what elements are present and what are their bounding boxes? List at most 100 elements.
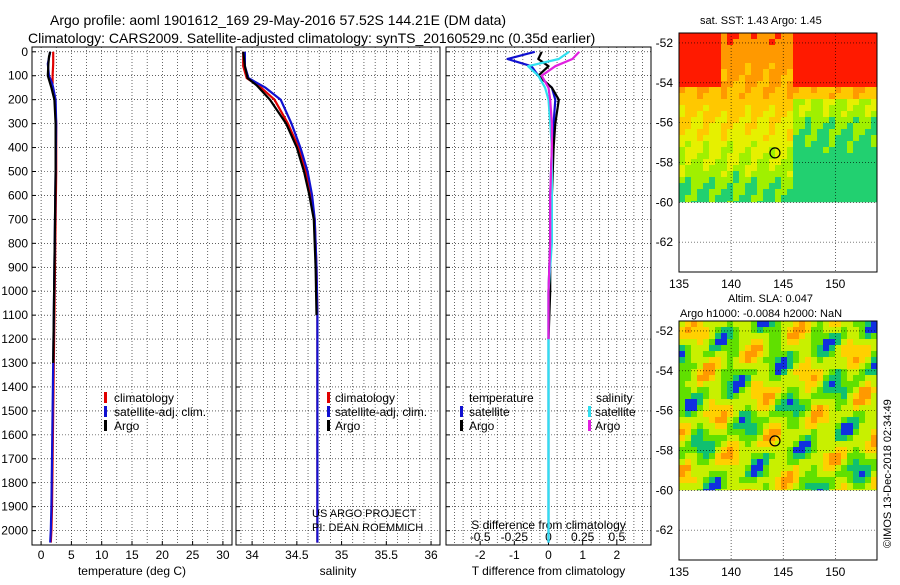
map-cell bbox=[775, 489, 781, 491]
map-cell bbox=[823, 423, 829, 429]
map-cell bbox=[787, 399, 793, 405]
map-cell bbox=[679, 171, 685, 177]
map-cell bbox=[853, 45, 859, 51]
map-cell bbox=[781, 357, 787, 363]
map-cell bbox=[715, 117, 721, 123]
map-cell bbox=[781, 375, 787, 381]
map-cell bbox=[865, 147, 871, 153]
map-cell bbox=[805, 69, 811, 75]
map-cell bbox=[745, 111, 751, 117]
map-cell bbox=[871, 171, 877, 177]
map-cell bbox=[787, 423, 793, 429]
map-cell bbox=[805, 51, 811, 57]
map-cell bbox=[853, 423, 859, 429]
map-cell bbox=[817, 165, 823, 171]
map-cell bbox=[859, 471, 865, 477]
map-cell bbox=[703, 477, 709, 483]
map-cell bbox=[793, 459, 799, 465]
map-cell bbox=[793, 387, 799, 393]
map-cell bbox=[811, 159, 817, 165]
map-cell bbox=[865, 429, 871, 435]
map-cell bbox=[781, 483, 787, 489]
map-cell bbox=[853, 201, 859, 203]
map-cell bbox=[865, 117, 871, 123]
map-cell bbox=[847, 489, 853, 491]
map-cell bbox=[739, 165, 745, 171]
map-cell bbox=[709, 123, 715, 129]
map-cell bbox=[787, 363, 793, 369]
map-cell bbox=[811, 117, 817, 123]
map-cell bbox=[697, 387, 703, 393]
map-cell bbox=[835, 117, 841, 123]
map-cell bbox=[781, 147, 787, 153]
map-cell bbox=[865, 183, 871, 189]
map-cell bbox=[703, 327, 709, 333]
y-tick-label: 1100 bbox=[2, 308, 28, 322]
map-cell bbox=[751, 339, 757, 345]
diff-legend-sargo: Argo bbox=[595, 419, 621, 433]
map-cell bbox=[751, 375, 757, 381]
map-cell bbox=[829, 381, 835, 387]
map-cell bbox=[727, 321, 733, 327]
map-cell bbox=[691, 57, 697, 63]
map-cell bbox=[865, 171, 871, 177]
map-cell bbox=[727, 369, 733, 375]
map-cell bbox=[787, 465, 793, 471]
map-cell bbox=[769, 201, 775, 203]
map-cell bbox=[817, 33, 823, 39]
map-cell bbox=[829, 489, 835, 491]
map-cell bbox=[697, 153, 703, 159]
map-cell bbox=[781, 111, 787, 117]
map-cell bbox=[703, 165, 709, 171]
map-cell bbox=[841, 363, 847, 369]
map-cell bbox=[823, 393, 829, 399]
map-cell bbox=[859, 201, 865, 203]
map-cell bbox=[793, 135, 799, 141]
map-cell bbox=[733, 411, 739, 417]
map-cell bbox=[691, 369, 697, 375]
map-cell bbox=[715, 333, 721, 339]
map-cell bbox=[721, 111, 727, 117]
map-cell bbox=[853, 465, 859, 471]
map-cell bbox=[679, 87, 685, 93]
map-cell bbox=[763, 429, 769, 435]
map-cell bbox=[781, 465, 787, 471]
credit-project: US ARGO PROJECT bbox=[312, 508, 417, 520]
map-cell bbox=[805, 57, 811, 63]
map-cell bbox=[763, 381, 769, 387]
map-cell bbox=[679, 483, 685, 489]
x-tick-label: 5 bbox=[68, 548, 75, 562]
map-cell bbox=[769, 45, 775, 51]
map-cell bbox=[775, 33, 781, 39]
map-cell bbox=[769, 153, 775, 159]
map-cell bbox=[769, 195, 775, 201]
y-tick-label: 1700 bbox=[1, 452, 28, 466]
map-cell bbox=[727, 63, 733, 69]
map-cell bbox=[841, 399, 847, 405]
map-cell bbox=[847, 333, 853, 339]
map-cell bbox=[805, 357, 811, 363]
map-cell bbox=[787, 447, 793, 453]
map-cell bbox=[841, 33, 847, 39]
map-cell bbox=[727, 363, 733, 369]
map-cell bbox=[787, 141, 793, 147]
map-cell bbox=[733, 87, 739, 93]
map-cell bbox=[733, 429, 739, 435]
map-cell bbox=[829, 357, 835, 363]
map-cell bbox=[793, 345, 799, 351]
map-cell bbox=[853, 405, 859, 411]
map-cell bbox=[697, 357, 703, 363]
map-cell bbox=[679, 357, 685, 363]
map-cell bbox=[829, 195, 835, 201]
map-cell bbox=[733, 441, 739, 447]
map-cell bbox=[781, 333, 787, 339]
map-cell bbox=[787, 327, 793, 333]
map-cell bbox=[853, 183, 859, 189]
map-cell bbox=[871, 375, 877, 381]
map-cell bbox=[757, 399, 763, 405]
map-cell bbox=[799, 435, 805, 441]
map-cell bbox=[763, 477, 769, 483]
map-cell bbox=[853, 351, 859, 357]
map-cell bbox=[835, 489, 841, 491]
